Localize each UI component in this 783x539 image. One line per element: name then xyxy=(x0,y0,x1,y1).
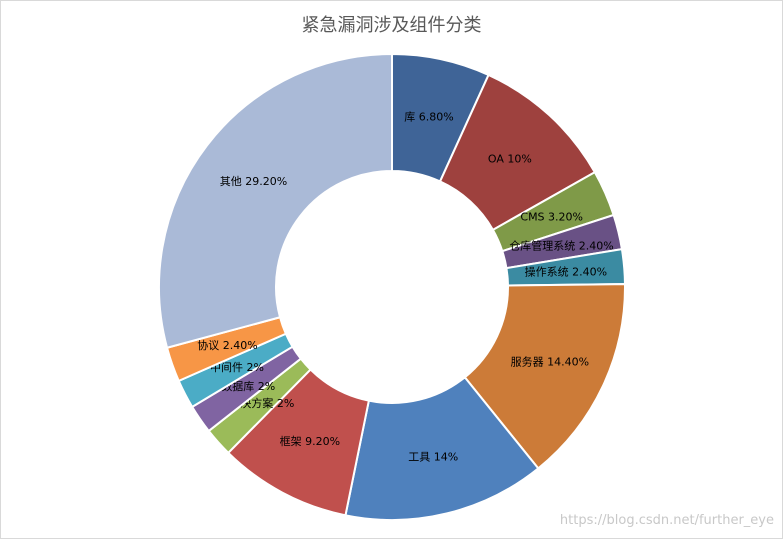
slice-label-11: 协议 2.40% xyxy=(197,338,257,352)
slice-label-2: CMS 3.20% xyxy=(520,211,583,224)
slice-label-9: 数据库 2% xyxy=(221,379,275,393)
chart-title: 紧急漏洞涉及组件分类 xyxy=(301,15,482,36)
slice-label-0: 库 6.80% xyxy=(404,110,453,123)
slice-6 xyxy=(344,375,540,521)
slice-label-7: 框架 9.20% xyxy=(280,435,340,448)
slice-5 xyxy=(463,283,626,470)
slice-label-6: 工具 14% xyxy=(408,451,458,464)
slice-label-12: 其他 29.20% xyxy=(220,175,287,188)
slice-label-4: 操作系统 2.40% xyxy=(525,265,607,279)
slice-label-10: 中间件 2% xyxy=(210,361,264,374)
slice-12 xyxy=(158,52,393,350)
slice-label-5: 服务器 14.40% xyxy=(511,355,589,368)
watermark: https://blog.csdn.net/further_eye xyxy=(559,513,774,528)
slice-label-3: 仓库管理系统 2.40% xyxy=(509,239,613,253)
slice-label-1: OA 10% xyxy=(488,152,532,165)
